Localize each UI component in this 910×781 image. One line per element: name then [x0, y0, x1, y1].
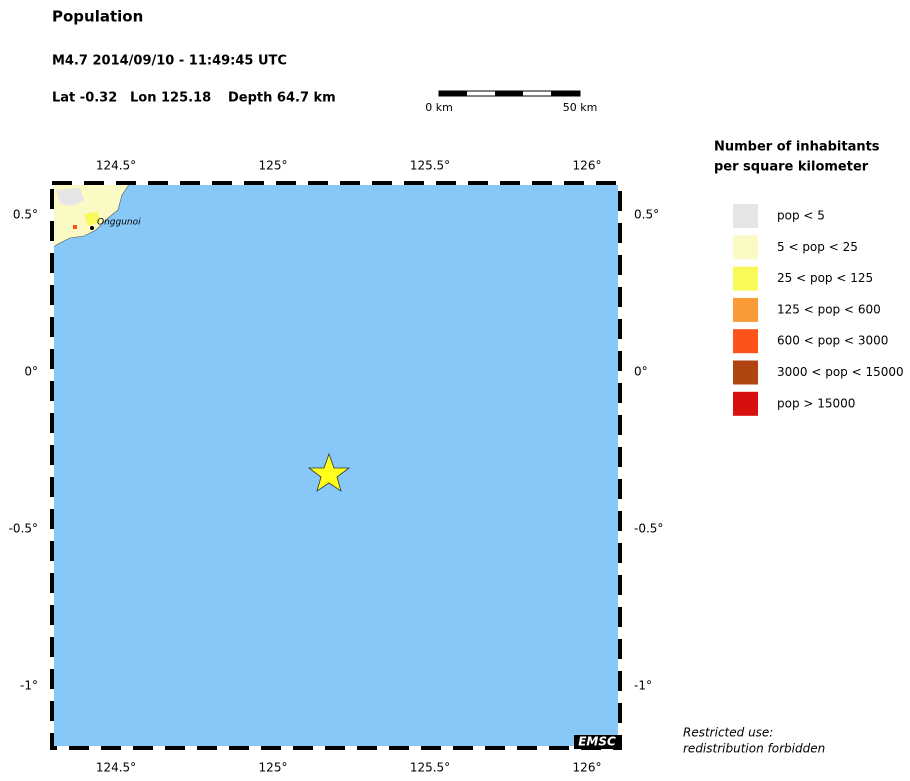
legend-label: 3000 < pop < 15000 [777, 365, 904, 379]
lon-tick-label: 126° [573, 761, 602, 775]
legend-swatch [733, 266, 758, 291]
lon: Lon 125.18 [130, 91, 211, 106]
legend-swatch [733, 360, 758, 385]
lon-tick-label: 125.5° [410, 159, 450, 173]
legend-swatch [733, 235, 758, 260]
legend-label: 25 < pop < 125 [777, 271, 873, 285]
lat-tick-label: 0.5° [634, 208, 659, 222]
lon-tick-label: 125° [259, 761, 288, 775]
lat-tick-label: 0° [634, 365, 648, 379]
credit: EMSC [578, 735, 616, 749]
footer: redistribution forbidden [683, 742, 825, 756]
lat-tick-label: -0.5° [634, 522, 663, 536]
lat-tick-label: -1° [20, 679, 38, 693]
lon-tick-label: 126° [573, 159, 602, 173]
legend-label: pop > 15000 [777, 396, 855, 410]
lon-tick-label: 125.5° [410, 761, 450, 775]
legend-label: pop < 5 [777, 209, 825, 223]
title: Population [52, 8, 143, 26]
place-label: Onggunoi [97, 218, 141, 228]
legend: pop < 5 5 < pop < 25 25 < pop < 125 125 < p… [733, 204, 904, 416]
legend-swatch [733, 329, 758, 354]
legend-swatch [733, 391, 758, 416]
legend-swatch [733, 204, 758, 228]
lat-tick-label: 0° [24, 365, 38, 379]
scale-right: 50 km [563, 101, 598, 114]
legend-title: Number of inhabitants [714, 140, 880, 155]
scale-bar [438, 90, 581, 97]
map-area: Onggunoi EMSC [50, 181, 622, 750]
legend-label: 5 < pop < 25 [777, 240, 858, 254]
axes: 124.5° 124.5° 125° 125° 125.5° 125.5° 126° 126°… [9, 159, 664, 775]
legend-label: 600 < pop < 3000 [777, 334, 888, 348]
lat: Lat -0.32 [52, 91, 117, 106]
lat-tick-label: -1° [634, 679, 652, 693]
event: M4.7 2014/09/10 - 11:49:45 UTC [52, 54, 287, 69]
epicenter [307, 452, 351, 492]
lat-tick-label: 0.5° [13, 208, 38, 222]
depth: Depth 64.7 km [228, 91, 336, 106]
lon-tick-label: 124.5° [96, 761, 136, 775]
lat-tick-label: -0.5° [9, 522, 38, 536]
legend-label: 125 < pop < 600 [777, 302, 881, 316]
legend-swatch [733, 297, 758, 322]
footer: Restricted use: [683, 726, 773, 740]
lon-tick-label: 124.5° [96, 159, 136, 173]
scale-left: 0 km [425, 101, 453, 114]
legend-title: per square kilometer [714, 160, 869, 175]
lon-tick-label: 125° [259, 159, 288, 173]
